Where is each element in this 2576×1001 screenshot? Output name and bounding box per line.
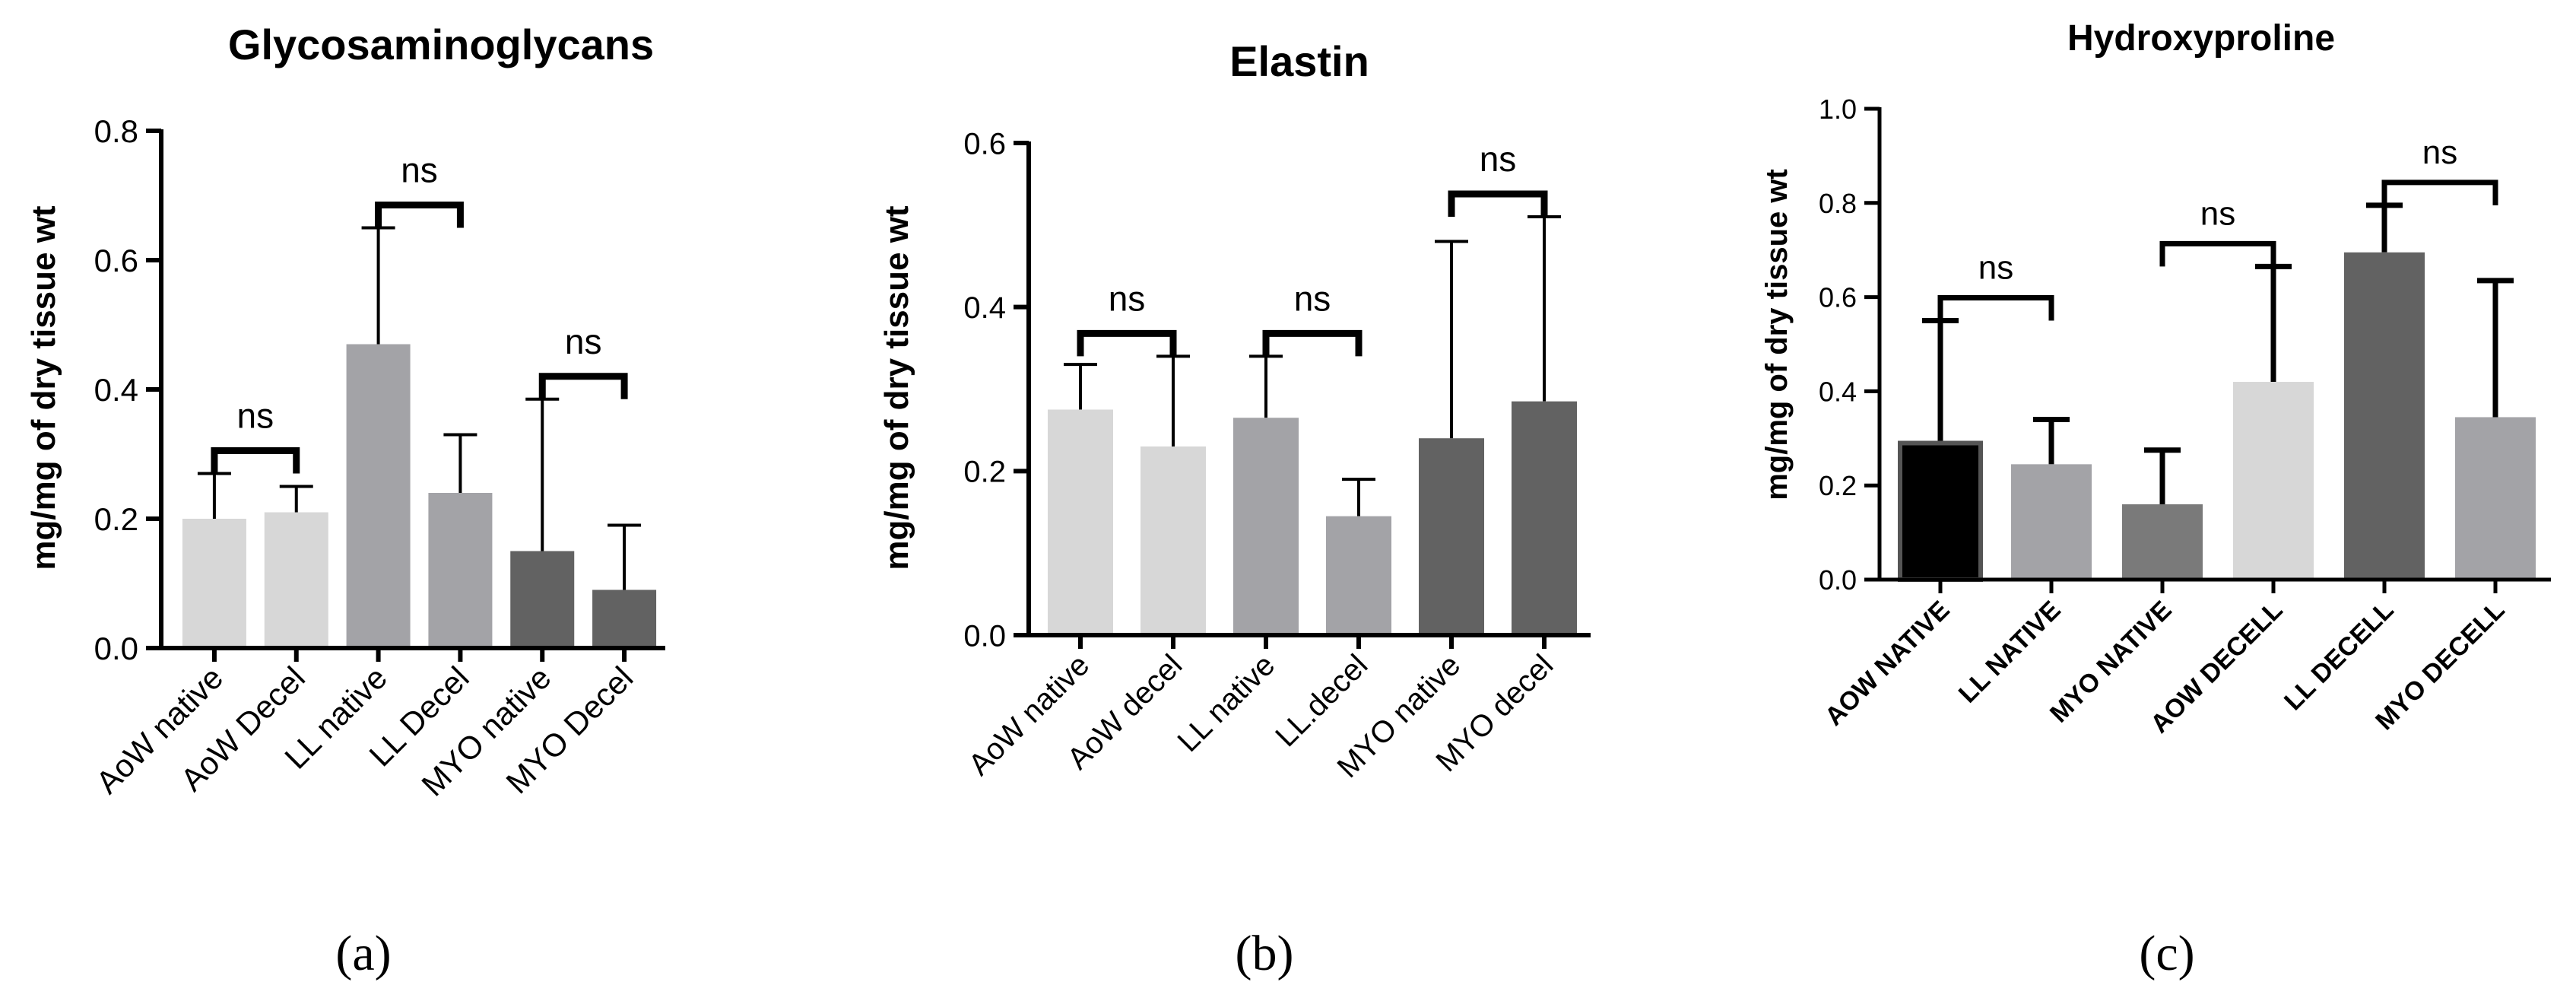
y-tick-label: 0.0 [963, 619, 1006, 653]
significance-bracket [1077, 329, 1177, 357]
bar-4 [1326, 516, 1391, 635]
bar-1 [1898, 440, 1983, 582]
y-tick-label: 0.2 [1819, 470, 1857, 501]
significance-label: ns [1109, 278, 1146, 318]
x-tick-label: AOW NATIVE [1819, 596, 1956, 732]
x-tick-label: LL DECELL [2279, 596, 2400, 717]
x-tick-label: LL NATIVE [1953, 596, 2067, 709]
bar-1 [182, 519, 246, 648]
chart-title: Glycosaminoglycans [228, 21, 654, 68]
y-tick-label: 0.0 [1819, 564, 1857, 596]
significance-label: ns [2200, 195, 2235, 232]
significance-bracket [375, 202, 464, 228]
significance-bracket [211, 447, 300, 474]
bar-4 [428, 493, 493, 648]
significance-label: ns [1978, 249, 2013, 287]
bar-5 [1419, 438, 1484, 635]
significance-bracket [2159, 240, 2276, 267]
significance-label: ns [1294, 278, 1331, 318]
significance-label: ns [1480, 139, 1517, 179]
chart-title: Elastin [1229, 37, 1369, 85]
bar-6 [592, 589, 657, 648]
panel-label: (a) [335, 926, 391, 981]
chart-elastin: Elastin mg/mg of dry tissue wt 0.0 0.2 0.4 0.… [878, 37, 1591, 981]
x-tick-label: LL native [1172, 648, 1282, 758]
significance-bracket [1448, 190, 1548, 218]
bar-5 [510, 551, 575, 648]
bar-2 [2011, 464, 2092, 580]
significance-bracket [1937, 295, 2054, 321]
y-tick-label: 0.6 [1819, 282, 1857, 313]
bar-3 [346, 344, 411, 648]
significance-label: ns [237, 396, 274, 436]
y-tick-label: 0.4 [963, 291, 1006, 325]
chart-glycosaminoglycans: Glycosaminoglycans mg/mg of dry tissue wt… [25, 21, 665, 981]
significance-label: ns [565, 322, 602, 361]
significance-label: ns [401, 151, 438, 190]
bar-6 [1512, 401, 1577, 635]
bar-4 [2233, 382, 2314, 580]
significance-bracket [538, 373, 628, 399]
y-axis-label: mg/mg of dry tissue wt [25, 205, 62, 570]
y-axis-label: mg/mg of dry tissue wt [1760, 169, 1794, 500]
y-tick-label: 0.8 [94, 113, 138, 149]
bar-1 [1048, 409, 1113, 635]
y-tick-label: 0.4 [1819, 376, 1857, 407]
bar-5 [2344, 252, 2425, 580]
y-tick-label: 0.4 [94, 372, 138, 408]
y-tick-label: 1.0 [1819, 94, 1857, 125]
bar-6 [2455, 417, 2536, 580]
y-tick-label: 0.8 [1819, 188, 1857, 219]
y-tick-label: 0.2 [963, 456, 1006, 489]
significance-label: ns [2422, 134, 2457, 171]
bar-2 [1140, 446, 1206, 635]
y-tick-label: 0.6 [94, 243, 138, 278]
bar-3 [2122, 504, 2203, 580]
chart-hydroxyproline: Hydroxyproline mg/mg of dry tissue wt 0.0 0… [1760, 18, 2551, 981]
significance-bracket [1262, 329, 1363, 357]
panel-label: (c) [2139, 926, 2194, 981]
bar-3 [1233, 418, 1299, 635]
y-axis-label: mg/mg of dry tissue wt [878, 205, 915, 570]
significance-bracket [2381, 180, 2498, 205]
y-tick-label: 0.0 [94, 631, 138, 666]
y-tick-label: 0.2 [94, 501, 138, 537]
y-tick-label: 0.6 [963, 127, 1006, 160]
bar-2 [264, 512, 328, 648]
panel-label: (b) [1236, 926, 1294, 981]
chart-title: Hydroxyproline [2067, 18, 2335, 59]
